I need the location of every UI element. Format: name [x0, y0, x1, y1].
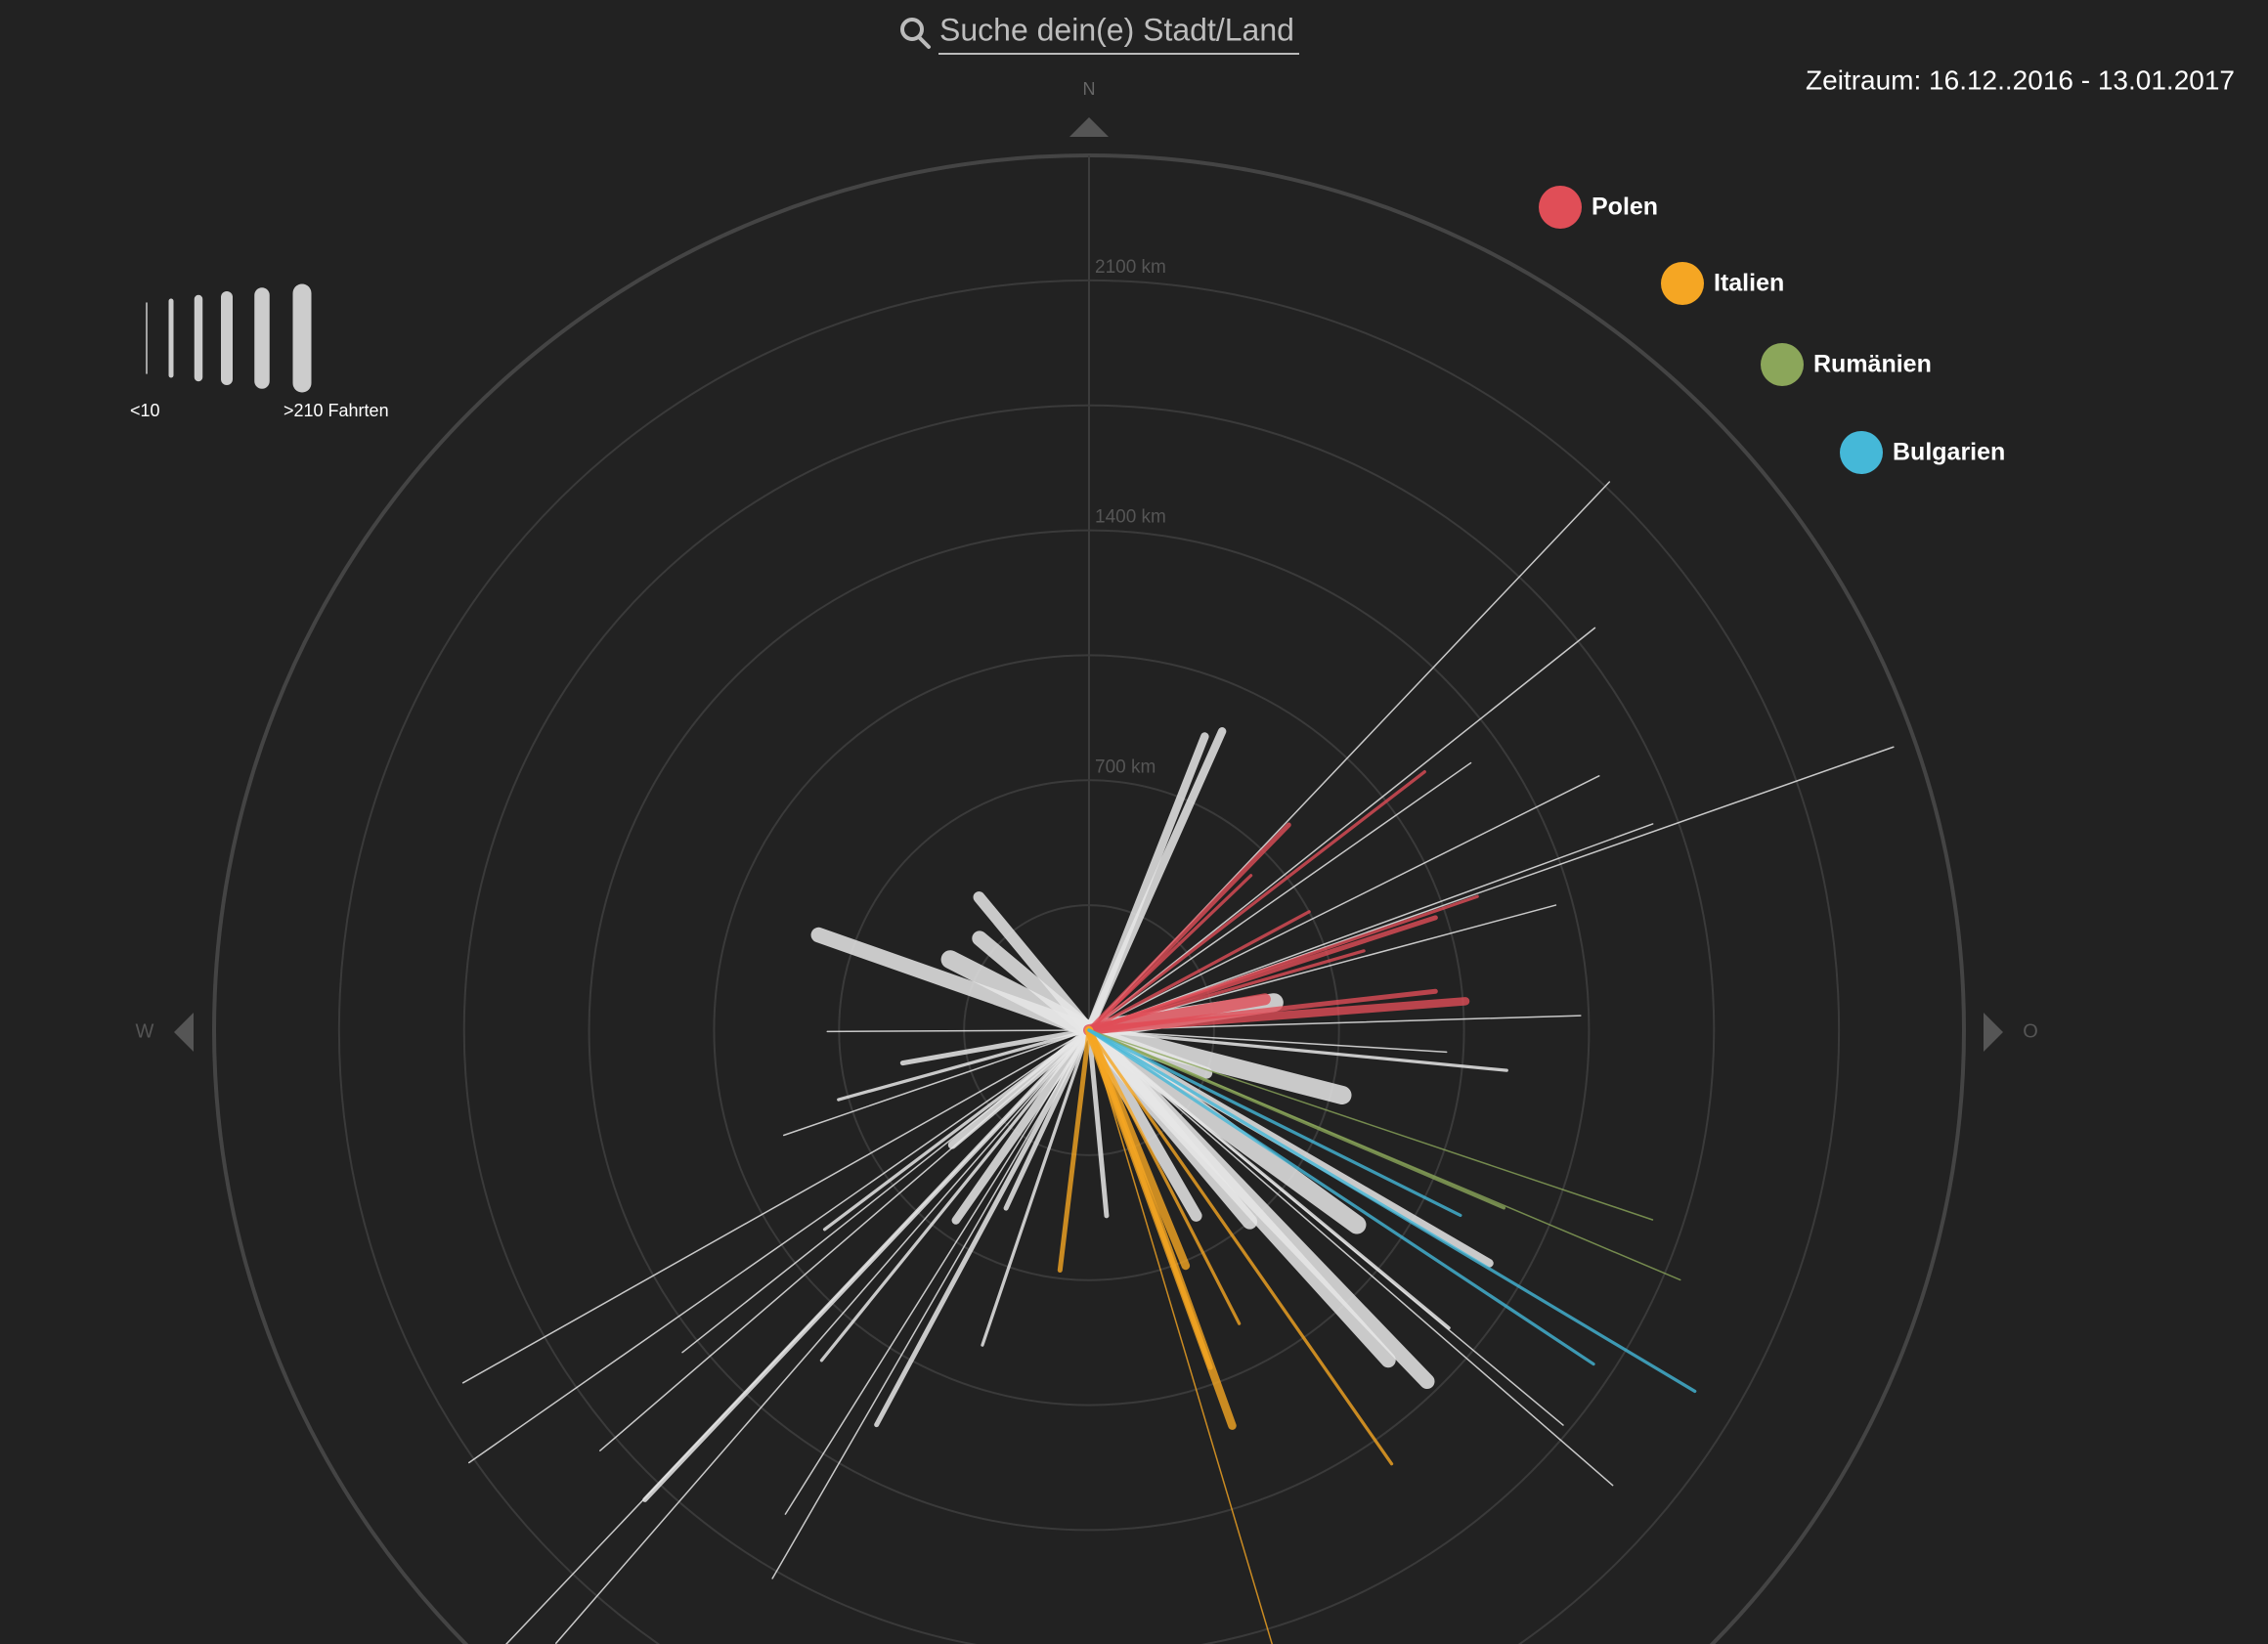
trip-line — [826, 1029, 1090, 1033]
grid-ring — [838, 779, 1340, 1281]
compass-east-arrow — [1984, 1013, 2003, 1052]
trip-line — [771, 1029, 1090, 1579]
trip-line — [1088, 1029, 1273, 1644]
trip-line — [819, 1028, 1091, 1363]
trip-line — [1086, 1027, 1110, 1219]
compass-north-arrow — [1069, 117, 1109, 137]
trip-line — [1084, 732, 1209, 1035]
width-legend-max: >210 Fahrten — [284, 401, 389, 420]
trip-line — [951, 1025, 1094, 1225]
trip-line — [1086, 915, 1438, 1033]
trip-line — [1088, 761, 1472, 1031]
trip-line — [981, 1028, 1091, 1347]
trip-line — [1003, 1027, 1092, 1211]
trip-line — [461, 1029, 1090, 1384]
grid-ring — [338, 280, 1840, 1644]
trip-line — [555, 1029, 1090, 1644]
trip-line — [874, 1027, 1092, 1428]
search-placeholder[interactable]: Suche dein(e) Stadt/Land — [939, 12, 1294, 47]
search-icon — [900, 18, 924, 41]
ring-label: 1400 km — [1095, 507, 1166, 528]
trip-line — [1087, 1028, 1508, 1072]
legend-swatch — [1840, 431, 1883, 474]
trip-line — [1087, 1028, 1595, 1366]
trip-line — [1087, 910, 1311, 1032]
trip-line — [1088, 1029, 1654, 1221]
trip-line — [837, 1028, 1091, 1102]
trip-line — [1088, 627, 1596, 1031]
trip-line — [1083, 993, 1271, 1036]
trip-line — [1087, 1028, 1462, 1218]
grid-ring — [462, 404, 1716, 1644]
period: Zeitraum: 16.12..2016 - 13.01.2017 — [1806, 65, 2235, 95]
compass-west-arrow — [174, 1013, 194, 1052]
legend-label: Rumänien — [1813, 351, 1932, 378]
search-box[interactable]: Suche dein(e) Stadt/Land — [900, 12, 1299, 55]
search-icon-handle — [917, 35, 931, 49]
legend-label: Bulgarien — [1893, 439, 2005, 466]
trip-line — [1087, 874, 1253, 1032]
trip-line — [1087, 1028, 1451, 1330]
trip-line — [947, 1025, 1094, 1149]
trip-line — [1087, 1028, 1506, 1210]
legend-label: Polen — [1592, 194, 1658, 221]
legend-swatch — [1761, 343, 1804, 386]
trip-line — [783, 1029, 1090, 1137]
grid-ring — [713, 654, 1465, 1406]
trip-line — [899, 1027, 1092, 1066]
trip-line — [784, 1029, 1090, 1515]
grid-ring — [588, 529, 1591, 1532]
trip-line — [1088, 1029, 1614, 1487]
trip-line — [1088, 823, 1654, 1031]
trip-line — [1087, 770, 1426, 1032]
compass-west: W — [136, 1020, 154, 1042]
trip-line — [1088, 775, 1600, 1031]
trip-line — [1087, 1028, 1394, 1466]
trip-line — [642, 1027, 1092, 1502]
ring-label: 2100 km — [1095, 257, 1166, 278]
trip-line — [467, 1029, 1090, 1464]
compass-east: O — [2023, 1020, 2038, 1042]
trip-line — [1086, 1027, 1213, 1370]
width-legend-min: <10 — [130, 401, 160, 420]
ring-label: 700 km — [1095, 757, 1156, 777]
legend-swatch — [1661, 262, 1704, 305]
trip-line — [1079, 1020, 1367, 1234]
legend-label: Italien — [1714, 270, 1784, 297]
compass-north: N — [1083, 79, 1096, 99]
trip-line — [972, 930, 1097, 1038]
trip-line — [1088, 1029, 1448, 1054]
trip-line — [1087, 1028, 1242, 1325]
trip-line — [1086, 822, 1291, 1033]
trip-line — [1057, 1027, 1092, 1274]
trip-line — [1081, 1022, 1258, 1230]
trip-line — [1087, 1028, 1697, 1394]
legend-swatch — [1539, 186, 1582, 229]
